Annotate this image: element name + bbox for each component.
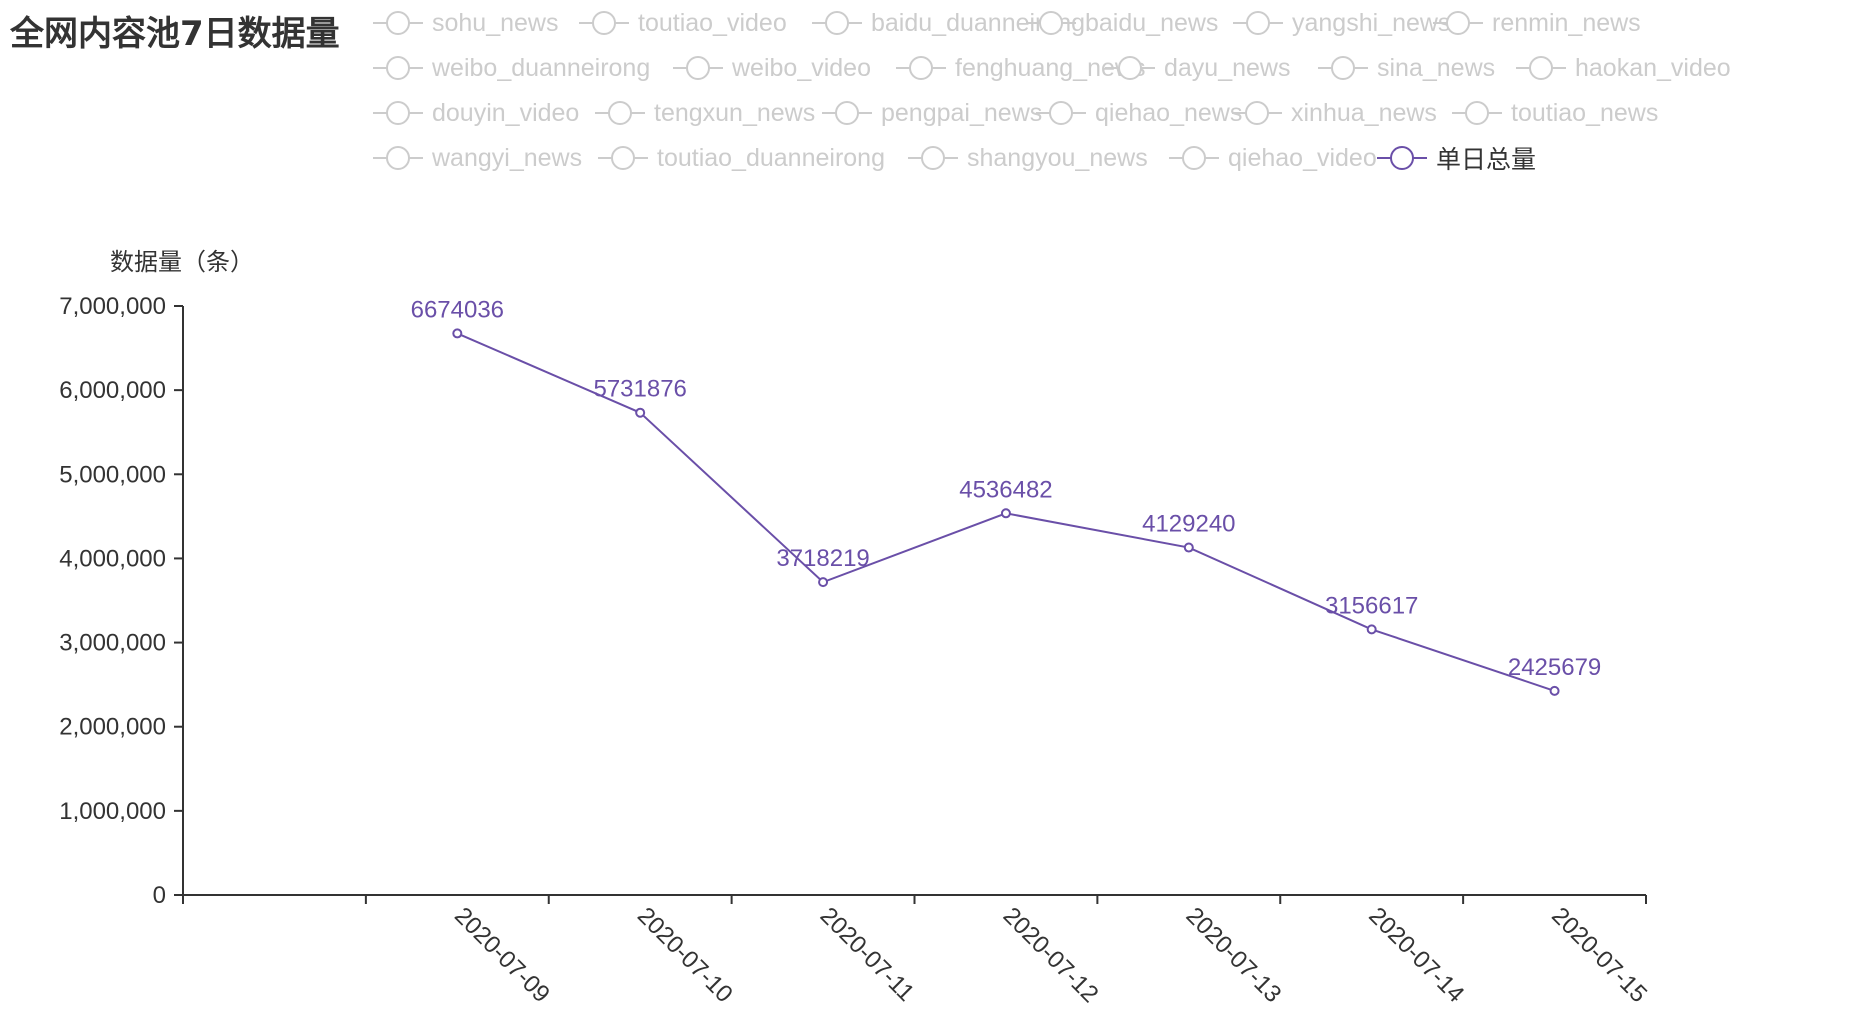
legend-item-wangyi-news[interactable]: wangyi_news (372, 138, 582, 178)
legend-line-circle-icon (822, 101, 872, 125)
x-tick-label: 2020-07-11 (815, 902, 920, 1007)
legend-line-circle-icon (1233, 11, 1283, 35)
legend-label: haokan_video (1575, 53, 1731, 82)
legend-line-circle-icon (1318, 56, 1368, 80)
legend-line-circle-icon (373, 11, 423, 35)
x-tick-label: 2020-07-12 (998, 902, 1104, 1008)
y-tick-label: 0 (153, 882, 166, 909)
legend-item-toutiao-news[interactable]: toutiao_news (1451, 93, 1658, 133)
legend-item-toutiao-video[interactable]: toutiao_video (578, 3, 787, 43)
legend-item-dayu-news[interactable]: dayu_news (1104, 48, 1290, 88)
legend-label: sohu_news (432, 8, 559, 37)
legend-item-haokan-video[interactable]: haokan_video (1515, 48, 1731, 88)
legend-line-circle-icon (812, 11, 862, 35)
data-label: 4536482 (959, 476, 1052, 503)
legend-label: dayu_news (1164, 53, 1291, 82)
legend-line-circle-icon (1232, 101, 1282, 125)
legend-item-xinhua-news[interactable]: xinhua_news (1231, 93, 1437, 133)
data-label: 2425679 (1508, 654, 1601, 681)
data-label: 3718219 (776, 545, 869, 572)
legend-line-circle-icon (1433, 11, 1483, 35)
legend-label: shangyou_news (967, 143, 1148, 172)
legend-item-sina-news[interactable]: sina_news (1317, 48, 1495, 88)
legend-label: sina_news (1377, 53, 1496, 82)
legend-item-total[interactable]: 单日总量 (1376, 138, 1536, 178)
legend-label: tengxun_news (654, 98, 816, 127)
data-label: 6674036 (411, 296, 504, 323)
legend-item-pengpai-news[interactable]: pengpai_news (821, 93, 1042, 133)
legend-item-yangshi-news[interactable]: yangshi_news (1232, 3, 1450, 43)
x-tick-label: 2020-07-10 (632, 902, 738, 1008)
legend-item-shangyou-news[interactable]: shangyou_news (907, 138, 1148, 178)
y-axis-title: 数据量（条） (110, 248, 254, 276)
x-tick-label: 2020-07-14 (1363, 902, 1469, 1008)
legend-line-circle-icon (1377, 146, 1427, 170)
legend-line-circle-icon (1452, 101, 1502, 125)
legend-line-circle-icon (598, 146, 648, 170)
data-point (1549, 685, 1560, 696)
y-tick-label: 5,000,000 (59, 461, 166, 488)
legend-line-circle-icon (1516, 56, 1566, 80)
legend-line-circle-icon (579, 11, 629, 35)
legend-line-circle-icon (673, 56, 723, 80)
legend-item-sohu-news[interactable]: sohu_news (372, 3, 558, 43)
legend-item-douyin-video[interactable]: douyin_video (372, 93, 579, 133)
data-label: 4129240 (1142, 511, 1235, 538)
legend-item-qiehao-video[interactable]: qiehao_video (1168, 138, 1377, 178)
legend-item-baidu-news[interactable]: baidu_news (1025, 3, 1218, 43)
x-tick-label: 2020-07-09 (449, 902, 555, 1008)
legend-label: pengpai_news (881, 98, 1043, 127)
legend-item-weibo-duanneirong[interactable]: weibo_duanneirong (372, 48, 650, 88)
x-tick-label: 2020-07-15 (1546, 902, 1652, 1008)
legend-line-circle-icon (1169, 146, 1219, 170)
data-point (818, 577, 829, 588)
y-tick-label: 4,000,000 (59, 545, 166, 572)
legend-item-qiehao-news[interactable]: qiehao_news (1035, 93, 1242, 133)
y-tick-label: 6,000,000 (59, 377, 166, 404)
legend-label: renmin_news (1492, 8, 1641, 37)
legend-label: weibo_duanneirong (432, 53, 651, 82)
data-point (635, 407, 646, 418)
legend-label: toutiao_duanneirong (657, 143, 885, 172)
y-tick-label: 3,000,000 (59, 630, 166, 657)
x-tick-label: 2020-07-13 (1181, 902, 1287, 1008)
legend-line-circle-icon (595, 101, 645, 125)
data-point (1183, 542, 1194, 553)
y-tick-label: 2,000,000 (59, 714, 166, 741)
data-label: 5731876 (593, 376, 686, 403)
legend-label: toutiao_news (1511, 98, 1659, 127)
data-point (1366, 624, 1377, 635)
data-label: 3156617 (1325, 592, 1418, 619)
data-point (1000, 508, 1011, 519)
chart-title: 全网内容池7日数据量 (10, 14, 340, 54)
y-tick-label: 1,000,000 (59, 798, 166, 825)
legend-label: toutiao_video (638, 8, 787, 37)
legend-line-circle-icon (908, 146, 958, 170)
legend-line-circle-icon (1036, 101, 1086, 125)
legend-item-weibo-video[interactable]: weibo_video (672, 48, 871, 88)
legend: sohu_news toutiao_video baidu_duanneirong b… (372, 0, 1822, 180)
legend-label: douyin_video (432, 98, 580, 127)
legend-item-tengxun-news[interactable]: tengxun_news (594, 93, 815, 133)
legend-line-circle-icon (1026, 11, 1076, 35)
legend-line-circle-icon (373, 101, 423, 125)
legend-item-toutiao-duanneirong[interactable]: toutiao_duanneirong (597, 138, 885, 178)
legend-label: baidu_news (1085, 8, 1219, 37)
legend-label: qiehao_news (1095, 98, 1243, 127)
legend-line-circle-icon (373, 146, 423, 170)
data-point (452, 328, 463, 339)
legend-line-circle-icon (373, 56, 423, 80)
y-tick-label: 7,000,000 (59, 293, 166, 320)
legend-label: yangshi_news (1292, 8, 1451, 37)
legend-label: wangyi_news (432, 143, 583, 172)
legend-label: xinhua_news (1291, 98, 1437, 127)
legend-line-circle-icon (1105, 56, 1155, 80)
legend-line-circle-icon (896, 56, 946, 80)
legend-label: weibo_video (732, 53, 871, 82)
legend-item-renmin-news[interactable]: renmin_news (1432, 3, 1641, 43)
legend-label: qiehao_video (1228, 143, 1377, 172)
legend-label: 单日总量 (1436, 146, 1537, 174)
